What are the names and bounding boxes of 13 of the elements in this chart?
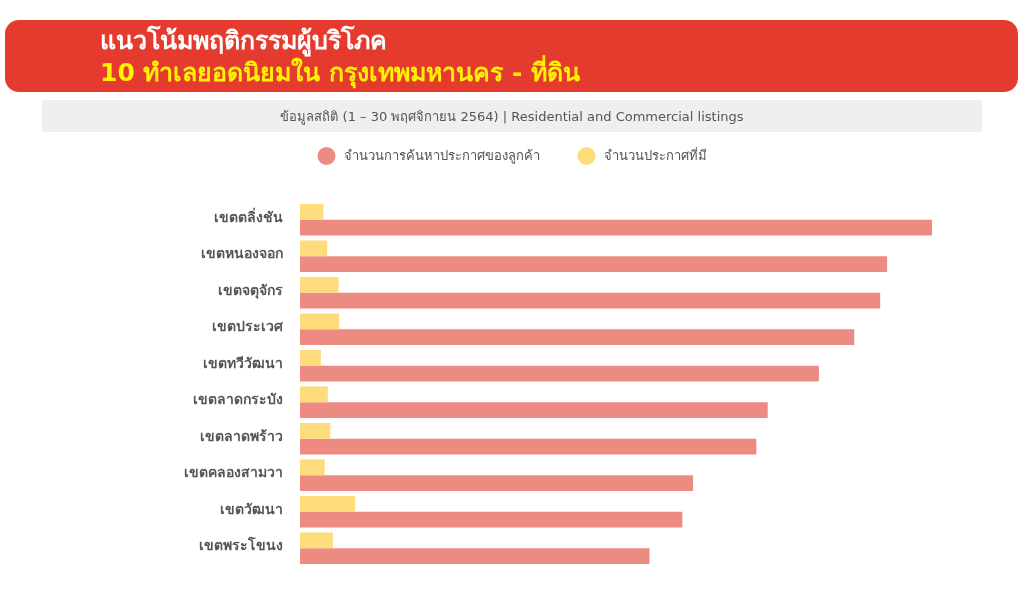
category-label: เขตทวีวัฒนา (203, 354, 283, 371)
category-label: เขตคลองสามวา (184, 464, 283, 481)
legend-label: จำนวนการค้นหาประกาศของลูกค้า (343, 147, 540, 163)
legend-label: จำนวนประกาศที่มี (603, 147, 707, 163)
category-label: เขตประเวศ (212, 318, 283, 335)
category-label: เขตพระโขนง (199, 537, 283, 554)
category-label: เขตตลิ่งชัน (214, 208, 283, 225)
category-label: เขตวัฒนา (220, 500, 283, 517)
category-label: เขตหนองจอก (201, 245, 283, 262)
category-label: เขตลาดกระบัง (193, 391, 283, 408)
annotation: ข้อมูลสถิติ (1 – 30 พฤศจิกายน 2564) | Residential and Commercial listings (280, 108, 744, 124)
category-label: เขตจตุจักร (218, 281, 283, 298)
category-label: เขตลาดพร้าว (200, 427, 283, 444)
